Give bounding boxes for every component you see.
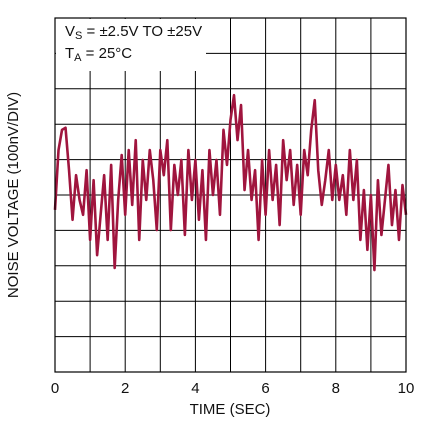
annotation: VS = ±2.5V TO ±25V bbox=[65, 23, 202, 42]
noise-line bbox=[53, 93, 408, 272]
x-tick-label: 6 bbox=[261, 380, 269, 397]
annotation-subscript: S bbox=[75, 30, 82, 42]
annotation-subscript: A bbox=[74, 52, 82, 64]
y-axis-title: NOISE VOLTAGE (100nV/DIV) bbox=[5, 92, 22, 298]
annotation: TA = 25°C bbox=[65, 45, 132, 64]
annotation-text: = ±2.5V TO ±25V bbox=[82, 23, 202, 40]
x-tick-label: 2 bbox=[121, 380, 129, 397]
annotation-text: T bbox=[65, 45, 74, 62]
plot-frame bbox=[54, 17, 407, 373]
x-tick-label: 4 bbox=[191, 380, 199, 397]
annotation-background bbox=[56, 19, 206, 71]
x-tick-label: 8 bbox=[332, 380, 340, 397]
x-tick-label: 10 bbox=[398, 380, 415, 397]
x-tick-label: 0 bbox=[51, 380, 59, 397]
annotation-text: V bbox=[65, 23, 75, 40]
x-axis-title: TIME (SEC) bbox=[190, 401, 271, 418]
annotation-text: = 25°C bbox=[82, 45, 133, 62]
